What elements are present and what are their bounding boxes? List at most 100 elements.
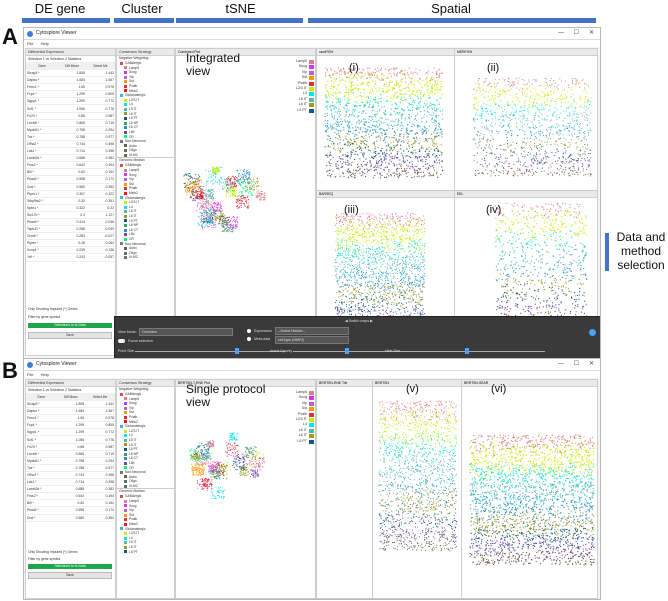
col-select[interactable]: Select Me [85,62,115,70]
table-row[interactable]: Yrfl * 0.243 -0.057 [26,253,115,262]
table-row[interactable]: Grm8 * 0.283 -0.027 [26,232,115,241]
cluster-item[interactable]: Pvalb [117,186,174,191]
table-row[interactable]: Kcnp1 * 0.239 0.136 [26,246,115,255]
legend-item[interactable]: Sncg [281,64,315,70]
cluster-item[interactable]: L4 [117,102,174,107]
menu-help[interactable]: Help [40,41,49,46]
table-row[interactable]: Stbp9ta2 * 0.32 0.391 [26,197,115,205]
legend-item[interactable]: Pvalb [281,81,315,86]
menu-file[interactable]: File [27,41,34,46]
spatial-plot-1[interactable] [317,56,454,190]
table-row[interactable]: Dapbo * 1.683 1.567 [26,76,115,85]
cluster-item[interactable]: L6 IT [117,214,174,219]
cluster-item[interactable]: Oligo [117,251,174,256]
table-row[interactable]: Lamb2d * 0.688 0.382 [26,154,115,163]
scatter-point [349,115,351,117]
scatter-point [529,101,531,103]
cluster-item[interactable]: VLMC [117,153,174,158]
scatter-point [216,167,218,169]
tsne-plot[interactable] [176,56,315,336]
scatter-point [244,173,246,175]
cluster-item[interactable]: GABAergic [117,163,174,168]
cluster-item[interactable]: Lamp5 [117,66,174,71]
copy-selection-button[interactable]: Selections to to Data [28,323,112,328]
filter-label[interactable]: Filter by gene symbol [28,315,61,319]
table-row[interactable]: Fcp4 * 1.299 0.805 [26,90,115,99]
cluster-item[interactable]: Meis2 [117,89,174,94]
cluster-item[interactable]: L6 NP [117,223,174,228]
cluster-item[interactable]: Glutamatergic [117,196,174,201]
cluster-item[interactable]: Vip [117,75,174,80]
cluster-item[interactable]: L6b [117,130,174,135]
cluster-item[interactable]: Sncg [117,70,174,75]
table-row[interactable]: Ptprm * 0.28 0.064 [26,239,115,248]
col-gene[interactable]: Gene [26,62,58,70]
cluster-item[interactable]: Non-Neuronal [117,139,174,144]
cluster-item[interactable]: Astro [117,144,174,149]
cluster-item[interactable]: Non-Neuronal [117,242,174,247]
table-row[interactable]: Lrrc66 * 0.865 0.715 [26,119,115,127]
legend-item[interactable]: L4 [281,91,315,97]
cluster-item[interactable]: VLMC [117,255,174,260]
cluster-item[interactable]: Sst [117,182,174,187]
spatial-plot-2[interactable] [455,56,597,190]
table-row[interactable]: Nptn1 * 0.322 0.32 [26,204,115,212]
table-row[interactable]: Sgpp1 * 1.299 0.772 [26,97,115,106]
cluster-item[interactable]: Lamp5 [117,168,174,173]
close-icon[interactable]: ✕ [588,30,594,36]
table-row[interactable]: Ptprn1 * 0.307 0.322 [26,190,115,198]
cluster-item[interactable]: Vip [117,177,174,182]
cluster-item[interactable]: L5 PT [117,219,174,224]
cluster-item[interactable]: Meis2 [117,191,174,196]
cluster-item[interactable]: L6 CT [117,125,174,130]
legend-item[interactable]: L5 PT [281,108,315,113]
save-button[interactable]: Save [28,332,112,339]
cluster-item[interactable]: L4 [117,205,174,210]
table-row[interactable]: Tspb31 * 0.288 -0.039 [26,225,115,234]
table-row[interactable]: Dod * 0.580 0.352 [26,183,115,191]
cluster-item[interactable]: CR [117,135,174,140]
cluster-item[interactable]: CR [117,237,174,242]
cluster-item[interactable]: L5 PT [117,116,174,121]
cluster-item[interactable]: L5 IT [117,209,174,214]
table-row[interactable]: Pkad3 * 0.414 0.036 [26,218,115,227]
table-row[interactable]: Scf1 * 1.056 0.778 [26,104,115,113]
cluster-item[interactable]: Oligo [117,148,174,153]
minimize-icon[interactable]: — [558,30,564,36]
legend-item[interactable]: L6 IT [281,102,315,108]
scatter-point [516,134,518,136]
cluster-item[interactable]: L2/3 IT [117,200,174,205]
col-diff[interactable]: Diff Mean [58,62,86,70]
table-row[interactable]: Lds1 * 0.714 0.398 [26,147,115,156]
table-row[interactable]: Bill * 0.62 0.152 [26,168,115,177]
cluster-item[interactable]: GABAergic [117,61,174,66]
cluster-item[interactable]: L2/3 IT [117,98,174,103]
table-row[interactable]: Pkad2 * 0.598 0.172 [26,175,115,184]
table-row[interactable]: Ofho2 * 0.744 0.498 [26,140,115,149]
maximize-icon[interactable]: ☐ [573,30,579,36]
table-row[interactable]: Tox * 0.788 0.977 [26,133,115,141]
table-row[interactable]: Frss2 * 0.642 0.494 [26,161,115,170]
legend-item[interactable]: L2/3 IT [281,86,315,91]
table-row[interactable]: Frmc1 * 1.65 0.978 [26,83,115,92]
cluster-item[interactable]: Pvalb [117,84,174,89]
cluster-item[interactable]: L6b [117,232,174,237]
legend-item[interactable]: L5 IT [281,97,315,102]
cluster-item[interactable]: Sncg [117,173,174,178]
cluster-item[interactable]: L6 NP [117,121,174,126]
legend-item[interactable]: Sst [281,75,315,81]
table-row[interactable]: Slc17b * 0.3 1.127 [26,211,115,219]
cluster-item[interactable]: L5 IT [117,107,174,112]
legend-item[interactable]: Vip [281,70,315,75]
scatter-point [194,199,197,201]
cluster-item[interactable]: L6 CT [117,228,174,233]
cluster-swatch [124,80,127,84]
cluster-item[interactable]: Astro [117,246,174,251]
table-row[interactable]: Fn23 * 0.88 0.987 [26,112,115,120]
cluster-item[interactable]: Sst [117,79,174,84]
table-row[interactable]: Mpcb61 * 0.798 0.294 [26,126,115,134]
cluster-item[interactable]: L6 IT [117,112,174,117]
table-row[interactable]: Slcap3 * 1.808 1.442 [26,70,115,78]
legend-item[interactable]: Lamp5 [281,59,315,64]
cluster-item[interactable]: Glutamatergic [117,93,174,98]
